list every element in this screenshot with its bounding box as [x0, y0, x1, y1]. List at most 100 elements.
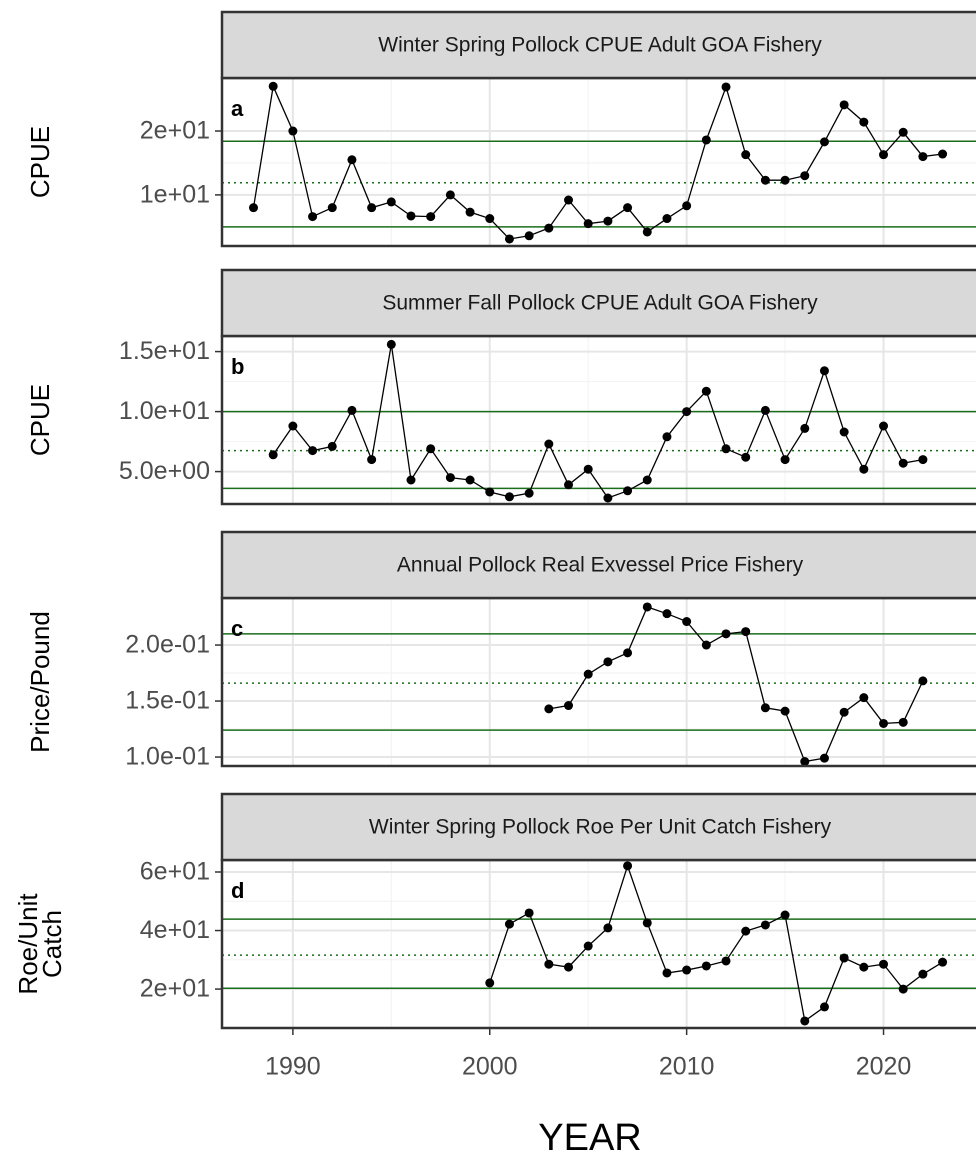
data-line	[252, 84, 943, 240]
data-point	[879, 718, 889, 728]
data-point	[524, 908, 534, 918]
data-point	[682, 617, 692, 627]
data-point	[682, 407, 692, 417]
y-tick-label: 1.5e-01	[125, 687, 210, 715]
data-point	[564, 962, 574, 972]
data-point	[642, 602, 652, 612]
data-point	[583, 219, 593, 229]
data-point	[583, 941, 593, 951]
data-point	[898, 127, 908, 137]
x-tick-label: 2010	[659, 1053, 715, 1081]
data-point	[662, 968, 672, 978]
data-point	[800, 1016, 810, 1026]
x-axis-label: YEAR	[538, 1117, 641, 1159]
y-axis-label: Roe/Unit	[13, 893, 43, 995]
data-point	[760, 920, 770, 930]
data-point	[544, 704, 554, 714]
data-point	[465, 207, 475, 217]
data-point	[564, 701, 574, 711]
data-point	[819, 366, 829, 376]
data-point	[504, 234, 514, 244]
data-point	[918, 152, 928, 162]
data-point	[367, 455, 377, 465]
data-line	[272, 344, 924, 499]
y-axis-label: Catch	[37, 910, 67, 978]
data-point	[721, 956, 731, 966]
panel-label: c	[231, 616, 243, 641]
y-tick-label: 2e+01	[140, 975, 210, 1003]
data-point	[859, 117, 869, 127]
y-tick-label: 1.0e+01	[119, 397, 210, 425]
data-point	[386, 339, 396, 349]
strip-title: Winter Spring Pollock Roe Per Unit Catch…	[369, 816, 832, 839]
panel-background	[222, 860, 976, 1028]
y-tick-label: 1e+01	[140, 181, 210, 209]
data-point	[642, 918, 652, 928]
data-point	[662, 214, 672, 224]
panel-label: d	[231, 878, 244, 903]
data-point	[524, 231, 534, 241]
data-point	[288, 421, 298, 431]
data-point	[938, 149, 948, 159]
panel-label: b	[231, 354, 244, 379]
y-axis-label: CPUE	[25, 126, 55, 198]
panel-background	[222, 336, 976, 504]
y-tick-label: 6e+01	[140, 858, 210, 886]
data-point	[682, 965, 692, 975]
strip-title: Annual Pollock Real Exvessel Price Fishe…	[397, 554, 804, 577]
data-point	[564, 195, 574, 205]
data-point	[898, 984, 908, 994]
strip-title: Summer Fall Pollock CPUE Adult GOA Fishe…	[382, 292, 818, 315]
data-point	[249, 203, 259, 213]
data-point	[701, 640, 711, 650]
data-point	[879, 421, 889, 431]
data-point	[465, 475, 475, 485]
data-point	[426, 444, 436, 454]
data-point	[701, 135, 711, 145]
data-point	[583, 464, 593, 474]
data-point	[760, 703, 770, 713]
data-point	[308, 446, 318, 456]
panel-background	[222, 78, 976, 246]
data-point	[800, 423, 810, 433]
data-point	[327, 203, 337, 213]
data-point	[780, 706, 790, 716]
x-tick-label: 2000	[462, 1053, 518, 1081]
data-point	[918, 455, 928, 465]
data-point	[623, 486, 633, 496]
data-point	[485, 978, 495, 988]
data-point	[938, 957, 948, 967]
data-point	[682, 201, 692, 211]
x-tick-label: 1990	[265, 1053, 321, 1081]
data-point	[485, 487, 495, 497]
data-point	[347, 405, 357, 415]
y-tick-label: 2e+01	[140, 117, 210, 145]
data-point	[741, 926, 751, 936]
data-point	[721, 82, 731, 92]
y-axis-label: CPUE	[25, 384, 55, 456]
y-tick-label: 5.0e+00	[119, 457, 210, 485]
data-point	[879, 959, 889, 969]
data-point	[603, 923, 613, 933]
data-point	[859, 464, 869, 474]
data-point	[839, 427, 849, 437]
data-point	[741, 150, 751, 160]
data-point	[780, 910, 790, 920]
data-point	[701, 386, 711, 396]
data-point	[662, 432, 672, 442]
data-point	[701, 961, 711, 971]
data-point	[386, 197, 396, 207]
strip	[220, 10, 976, 80]
data-point	[406, 211, 416, 221]
data-point	[859, 962, 869, 972]
data-point	[426, 212, 436, 222]
data-point	[721, 444, 731, 454]
data-point	[780, 175, 790, 185]
strip	[220, 792, 976, 862]
panel-background	[222, 598, 976, 766]
data-point	[662, 609, 672, 619]
data-point	[898, 717, 908, 727]
data-point	[406, 475, 416, 485]
